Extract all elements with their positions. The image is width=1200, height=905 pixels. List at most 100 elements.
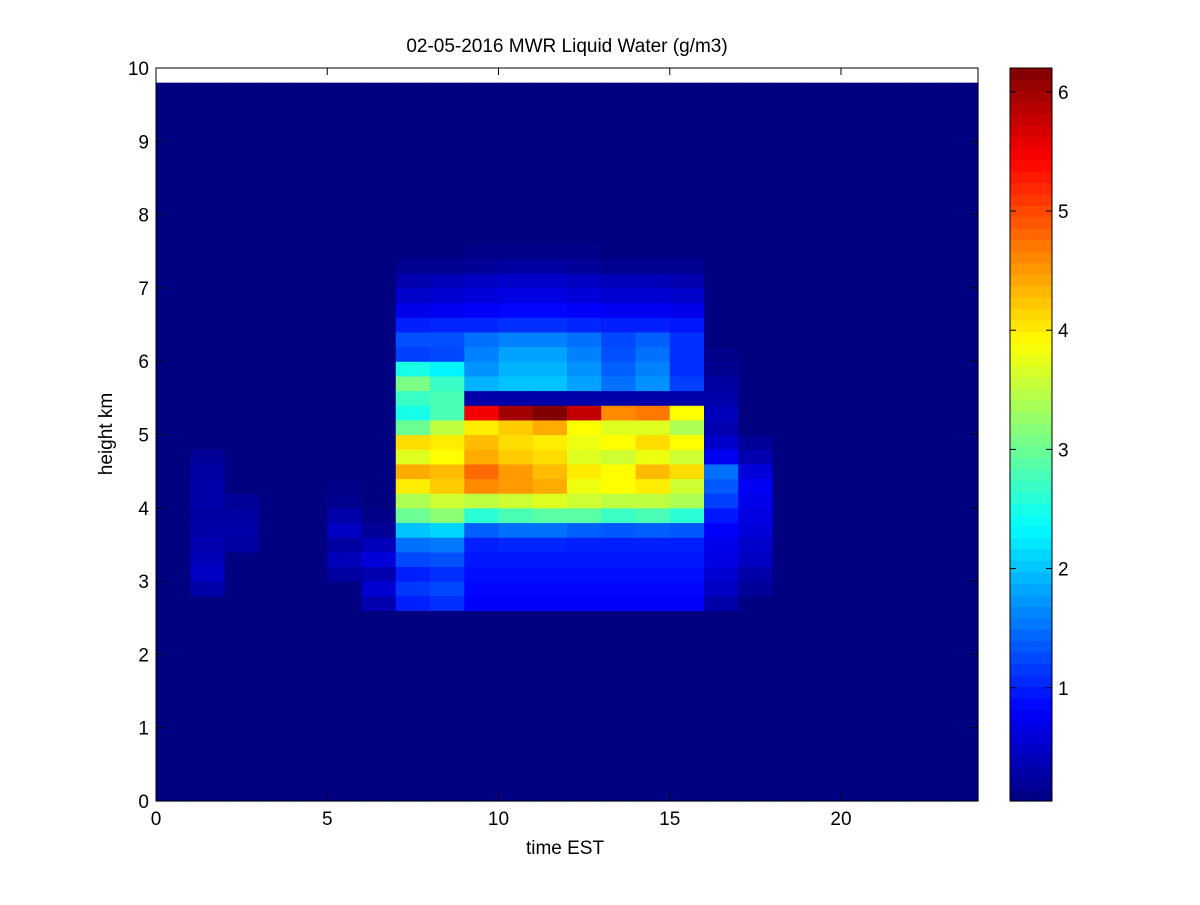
heatmap-cell bbox=[293, 595, 328, 612]
heatmap-cell bbox=[909, 639, 945, 655]
heatmap-cell bbox=[327, 302, 363, 318]
heatmap-cell bbox=[156, 507, 191, 524]
heatmap-cell bbox=[464, 493, 500, 509]
heatmap-cell bbox=[293, 507, 328, 524]
heatmap-cell bbox=[943, 551, 979, 568]
heatmap-cell bbox=[704, 199, 739, 216]
heatmap-cell bbox=[430, 141, 465, 157]
heatmap-cell bbox=[909, 434, 945, 450]
heatmap-cell bbox=[772, 82, 808, 98]
heatmap-cell bbox=[258, 199, 294, 216]
colorbar-segment bbox=[1010, 79, 1052, 92]
heatmap-cell bbox=[875, 170, 911, 186]
heatmap-cell bbox=[395, 141, 431, 157]
heatmap-cell bbox=[601, 727, 637, 743]
heatmap-cell bbox=[498, 669, 534, 685]
heatmap-cell bbox=[327, 185, 363, 201]
heatmap-cell bbox=[567, 478, 602, 494]
heatmap-cell bbox=[772, 199, 808, 216]
heatmap-cell bbox=[190, 419, 226, 436]
heatmap-cell bbox=[567, 82, 602, 98]
heatmap-cell bbox=[464, 155, 500, 172]
colorbar-segment bbox=[1010, 434, 1052, 447]
heatmap-cell bbox=[669, 434, 705, 450]
heatmap-cell bbox=[430, 185, 465, 201]
heatmap-cell bbox=[361, 111, 397, 128]
heatmap-cell bbox=[909, 82, 945, 98]
heatmap-cell bbox=[943, 522, 979, 538]
heatmap-cell bbox=[875, 669, 911, 685]
heatmap-cell bbox=[258, 698, 294, 714]
colorbar-segment bbox=[1010, 720, 1052, 733]
heatmap-cell bbox=[395, 449, 431, 465]
heatmap-cell bbox=[601, 771, 637, 787]
heatmap-cell bbox=[395, 757, 431, 773]
heatmap-cell bbox=[704, 214, 739, 230]
heatmap-cell bbox=[738, 478, 774, 494]
heatmap-cell bbox=[464, 111, 500, 128]
heatmap-cell bbox=[669, 771, 705, 787]
heatmap-cell bbox=[567, 405, 602, 421]
heatmap-cell bbox=[567, 727, 602, 743]
heatmap-cell bbox=[224, 375, 260, 392]
heatmap-cell bbox=[806, 199, 842, 216]
colorbar-segment bbox=[1010, 583, 1052, 596]
heatmap-cell bbox=[361, 595, 397, 612]
heatmap-cell bbox=[567, 463, 602, 480]
heatmap-cell bbox=[224, 126, 260, 142]
colorbar-segment bbox=[1010, 125, 1052, 138]
heatmap-cell bbox=[909, 654, 945, 670]
heatmap-cell bbox=[875, 185, 911, 201]
heatmap-cell bbox=[738, 273, 774, 289]
heatmap-cell bbox=[224, 361, 260, 377]
heatmap-cell bbox=[293, 273, 328, 289]
heatmap-cell bbox=[841, 170, 876, 186]
heatmap-cell bbox=[772, 713, 808, 729]
heatmap-cell bbox=[704, 566, 739, 582]
heatmap-cell bbox=[464, 346, 500, 362]
heatmap-cell bbox=[258, 625, 294, 641]
heatmap-cell bbox=[909, 199, 945, 216]
heatmap-cell bbox=[875, 698, 911, 714]
heatmap-cell bbox=[567, 654, 602, 670]
heatmap-cell bbox=[943, 346, 979, 362]
heatmap-cell bbox=[669, 742, 705, 758]
heatmap-cell bbox=[464, 654, 500, 670]
heatmap-cell bbox=[567, 331, 602, 348]
heatmap-cell bbox=[669, 478, 705, 494]
heatmap-cell bbox=[601, 419, 637, 436]
heatmap-cell bbox=[190, 595, 226, 612]
heatmap-cell bbox=[293, 346, 328, 362]
heatmap-cell bbox=[841, 317, 876, 333]
heatmap-cell bbox=[498, 82, 534, 98]
heatmap-cell bbox=[738, 669, 774, 685]
heatmap-cell bbox=[704, 405, 739, 421]
heatmap-cell bbox=[669, 126, 705, 142]
heatmap-cell bbox=[806, 97, 842, 113]
heatmap-cell bbox=[464, 302, 500, 318]
heatmap-cell bbox=[224, 522, 260, 538]
heatmap-cell bbox=[875, 581, 911, 597]
heatmap-cell bbox=[601, 199, 637, 216]
heatmap-cell bbox=[156, 493, 191, 509]
heatmap-cell bbox=[156, 742, 191, 758]
heatmap-cell bbox=[909, 669, 945, 685]
heatmap-cell bbox=[430, 727, 465, 743]
heatmap-cell bbox=[669, 199, 705, 216]
heatmap-cell bbox=[532, 551, 568, 568]
heatmap-cell bbox=[464, 625, 500, 641]
colorbar-segment bbox=[1010, 594, 1052, 607]
heatmap-cell bbox=[293, 361, 328, 377]
heatmap-cell bbox=[635, 390, 671, 406]
heatmap-cell bbox=[704, 449, 739, 465]
heatmap-cell bbox=[806, 185, 842, 201]
heatmap-cell bbox=[293, 287, 328, 304]
heatmap-cell bbox=[669, 214, 705, 230]
heatmap-cell bbox=[669, 786, 705, 802]
heatmap-cell bbox=[156, 126, 191, 142]
heatmap-cell bbox=[156, 639, 191, 655]
heatmap-cell bbox=[738, 786, 774, 802]
heatmap-cell bbox=[875, 405, 911, 421]
heatmap-cell bbox=[635, 507, 671, 524]
heatmap-cell bbox=[601, 346, 637, 362]
